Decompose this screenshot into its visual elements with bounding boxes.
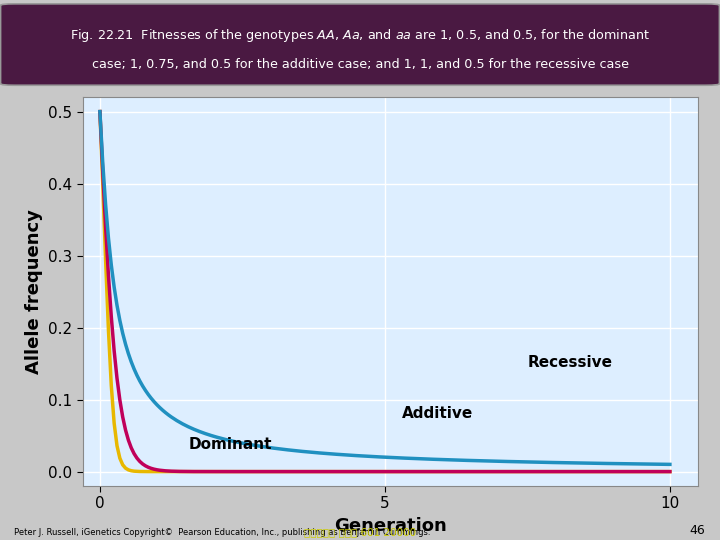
Text: Recessive: Recessive <box>527 355 613 370</box>
X-axis label: Generation: Generation <box>334 517 447 535</box>
Text: 46: 46 <box>690 524 706 537</box>
Text: Peter J. Russell, iGenetics Copyright©  Pearson Education, Inc., publishing as B: Peter J. Russell, iGenetics Copyright© P… <box>14 528 431 537</box>
Text: 台大農藝系 遠傳學 601 20000: 台大農藝系 遠傳學 601 20000 <box>304 527 416 537</box>
Y-axis label: Allele frequency: Allele frequency <box>24 209 42 374</box>
Text: case; 1, 0.75, and 0.5 for the additive case; and 1, 1, and 0.5 for the recessiv: case; 1, 0.75, and 0.5 for the additive … <box>91 58 629 71</box>
Text: Additive: Additive <box>402 406 473 421</box>
Text: Dominant: Dominant <box>188 436 271 451</box>
Text: Fig. 22.21  Fitnesses of the genotypes $\it{AA}$, $\it{Aa}$, and $\it{aa}$ are 1: Fig. 22.21 Fitnesses of the genotypes $\… <box>70 26 650 44</box>
FancyBboxPatch shape <box>1 4 719 85</box>
